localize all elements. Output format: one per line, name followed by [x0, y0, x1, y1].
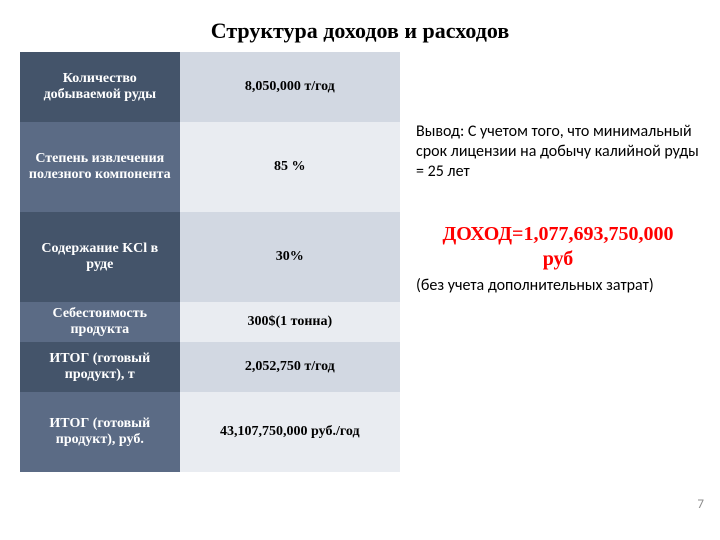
row-label: ИТОГ (готовый продукт), руб. [20, 392, 180, 472]
table-row: ИТОГ (готовый продукт), т2,052,750 т/год [20, 342, 400, 392]
row-label: Количество добываемой руды [20, 52, 180, 122]
row-value: 2,052,750 т/год [180, 342, 400, 392]
table-row: Себестоимость продукта300$(1 тонна) [20, 302, 400, 342]
row-label: Степень извлечения полезного компонента [20, 122, 180, 212]
content-area: Количество добываемой руды8,050,000 т/го… [0, 52, 720, 472]
income-note: (без учета дополнительных затрат) [416, 276, 700, 296]
table-row: Количество добываемой руды8,050,000 т/го… [20, 52, 400, 122]
income-value: ДОХОД=1,077,693,750,000 руб [416, 222, 700, 272]
right-column: Вывод: С учетом того, что минимальный ср… [400, 52, 700, 472]
conclusion-text: Вывод: С учетом того, что минимальный ср… [416, 122, 700, 182]
page-number: 7 [697, 497, 704, 512]
data-table: Количество добываемой руды8,050,000 т/го… [20, 52, 400, 472]
table-row: Степень извлечения полезного компонента8… [20, 122, 400, 212]
row-value: 300$(1 тонна) [180, 302, 400, 342]
table-row: Содержание KCl в руде30% [20, 212, 400, 302]
row-label: Содержание KCl в руде [20, 212, 180, 302]
row-label: ИТОГ (готовый продукт), т [20, 342, 180, 392]
income-line1: ДОХОД=1,077,693,750,000 [443, 223, 674, 245]
row-value: 85 % [180, 122, 400, 212]
row-value: 8,050,000 т/год [180, 52, 400, 122]
row-label: Себестоимость продукта [20, 302, 180, 342]
income-line2: руб [543, 248, 574, 270]
table-container: Количество добываемой руды8,050,000 т/го… [20, 52, 400, 472]
row-value: 30% [180, 212, 400, 302]
page-title: Структура доходов и расходов [0, 0, 720, 52]
table-row: ИТОГ (готовый продукт), руб.43,107,750,0… [20, 392, 400, 472]
row-value: 43,107,750,000 руб./год [180, 392, 400, 472]
